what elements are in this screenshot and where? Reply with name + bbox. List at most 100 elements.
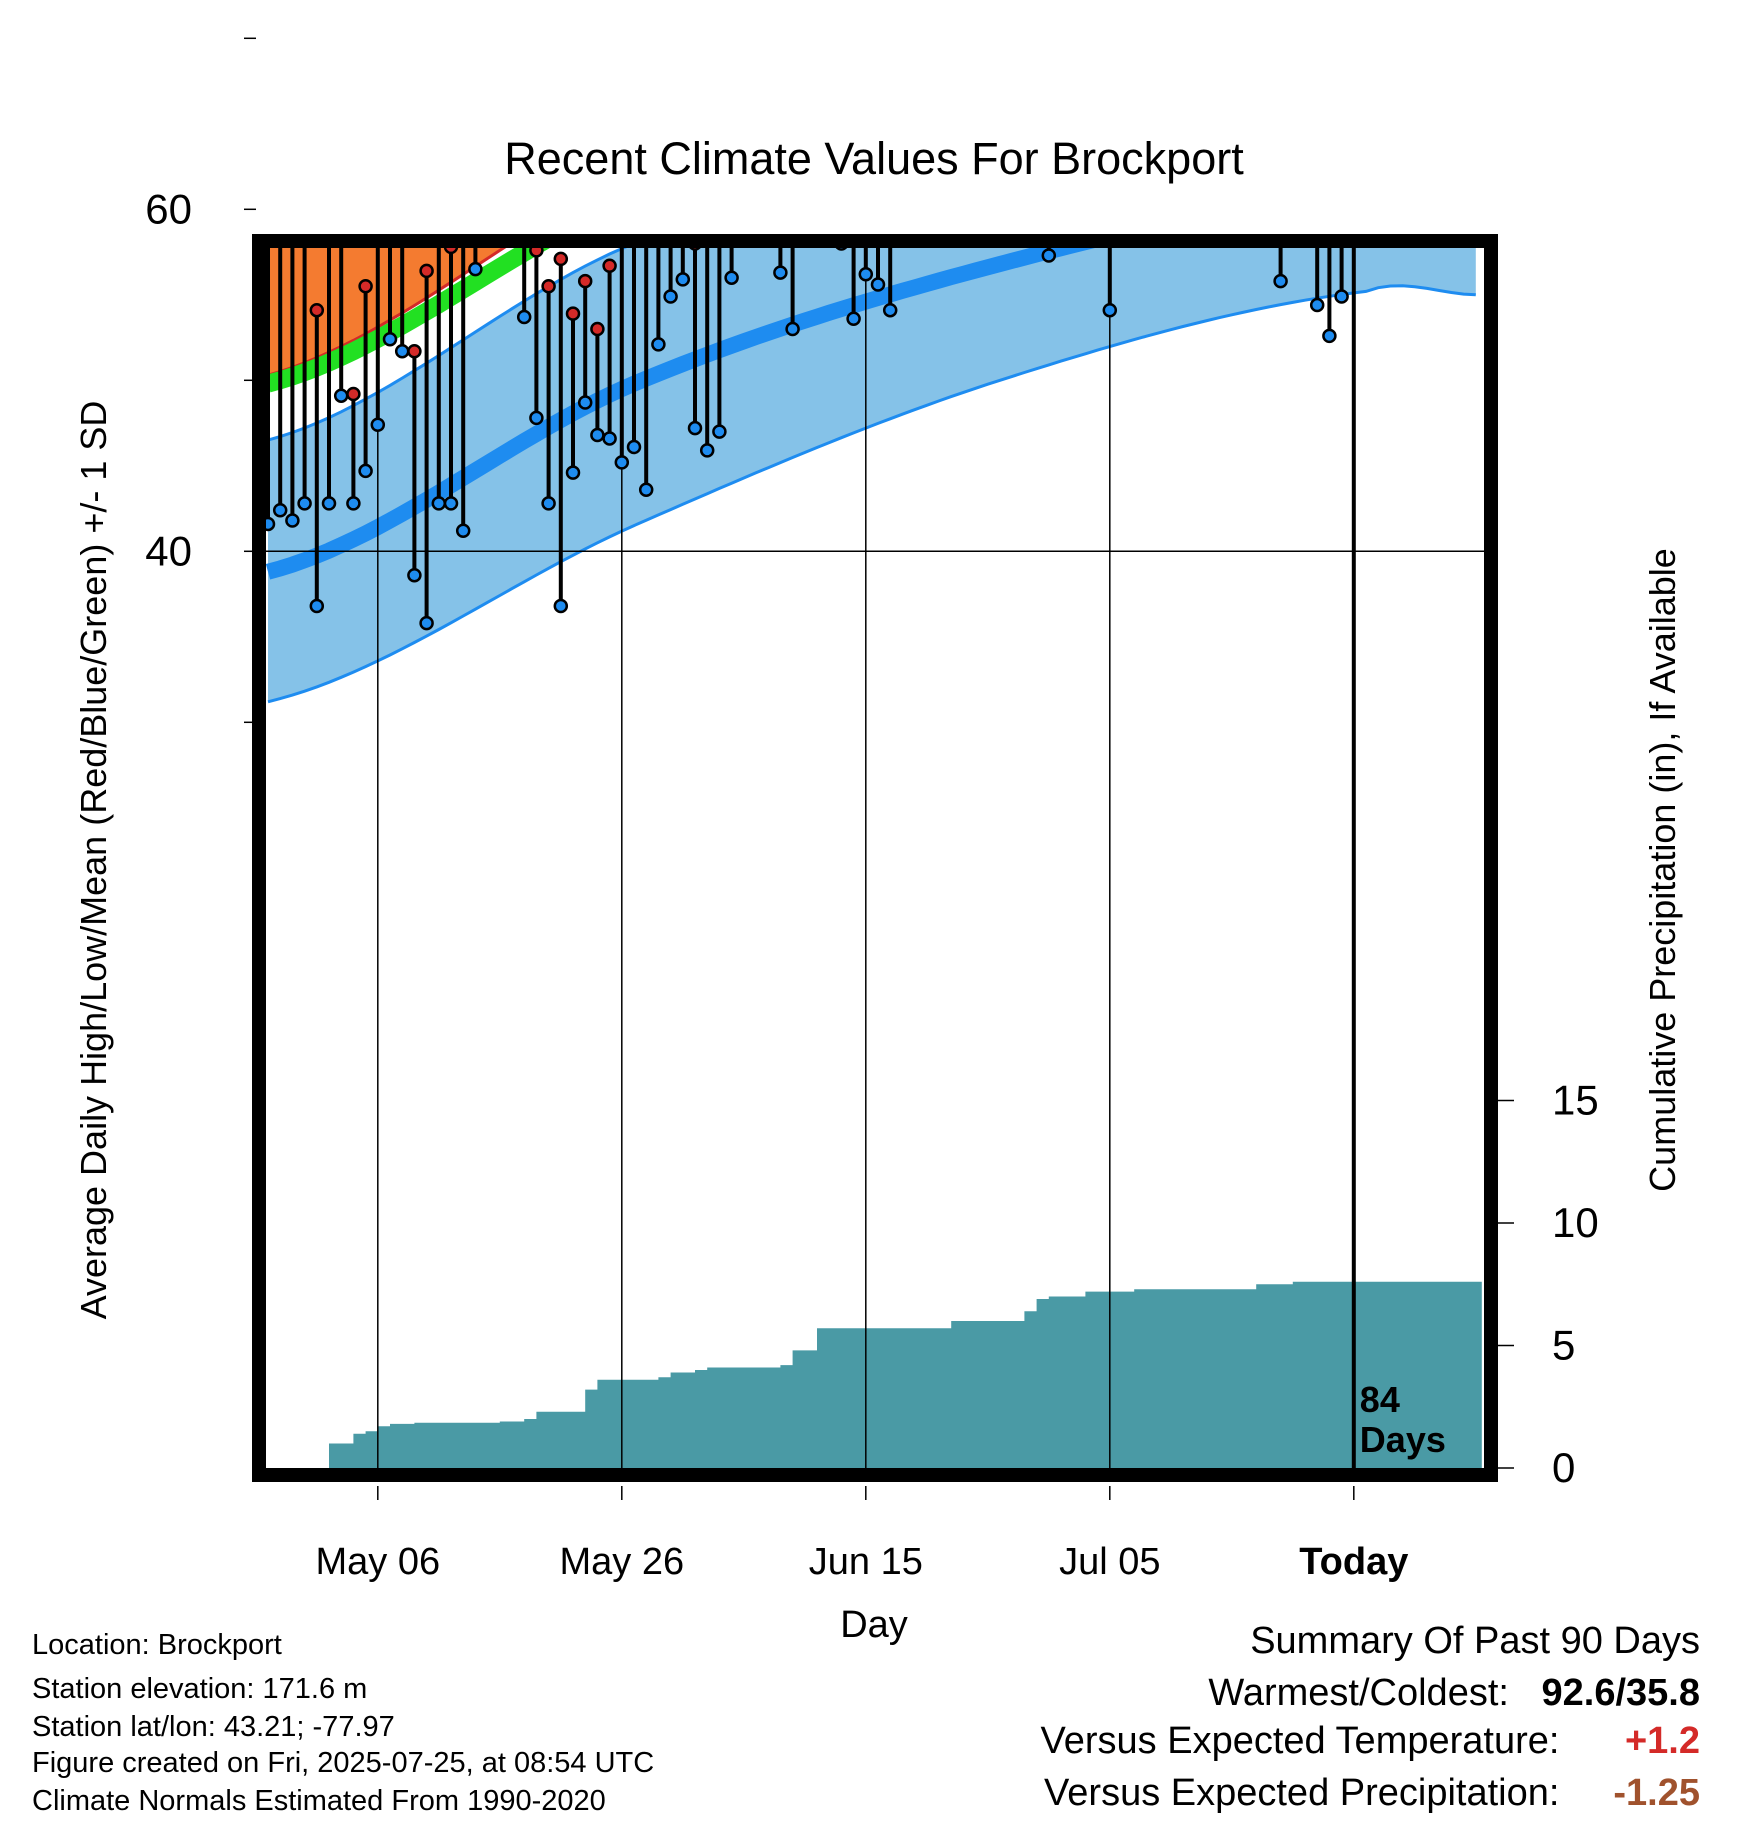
warmest-coldest-label: Warmest/Coldest: (1208, 1672, 1509, 1714)
daily-low-point (1348, 96, 1360, 108)
daily-low-point (394, 343, 410, 359)
daily-high-point (787, 19, 799, 31)
daily-high-point (762, 43, 774, 55)
daily-low-point (370, 417, 386, 433)
daily-low-point (407, 567, 422, 583)
low-sd-band-upper-edge (267, 248, 628, 442)
daily-low-point (651, 337, 666, 352)
daily-low-point (506, 196, 518, 208)
y-right-tick-label: 5 (1552, 1322, 1575, 1369)
low-normal-line (266, 248, 1095, 580)
y-right-tick-label: 15 (1552, 1077, 1599, 1124)
daily-high-point (358, 279, 373, 294)
temp-departure-label: Versus Expected Temperature: (1040, 1720, 1560, 1762)
daily-high-point (628, 56, 640, 68)
daily-high-point (274, 174, 286, 186)
daily-high-point (577, 273, 593, 289)
daily-low-point (494, 184, 506, 196)
high-sd-band-upper-edge (268, 0, 1476, 21)
daily-high-point (309, 302, 325, 318)
daily-high-point (384, 102, 396, 114)
precip-departure-row: Versus Expected Precipitation: -1.25 (1044, 1772, 1700, 1815)
y-left-tick-label: 60 (145, 185, 192, 232)
daily-low-point (712, 424, 727, 439)
daily-high-point (529, 248, 544, 258)
daily-high-point (419, 263, 434, 279)
daily-low-point (1041, 248, 1057, 263)
daily-low-point (346, 496, 361, 511)
daily-low-point (750, 188, 762, 200)
y-axis-right-label: Cumulative Precipitation (in), If Availa… (1642, 548, 1683, 1192)
today-days-label: Days (1360, 1419, 1446, 1460)
y-axis-left-label: Average Daily High/Low/Mean (Red/Blue/Gr… (73, 401, 114, 1320)
daily-low-point (1201, 10, 1213, 22)
daily-low-point (1250, 73, 1262, 85)
x-tick-label: Jun 15 (809, 1541, 923, 1583)
daily-low-point (553, 598, 569, 614)
daily-low-point (846, 311, 861, 326)
daily-high-point (335, 41, 347, 53)
daily-low-point (443, 496, 459, 511)
chart-title: Recent Climate Values For Brockport (504, 133, 1244, 184)
daily-high-point (590, 321, 605, 337)
daily-low-point (1299, 87, 1311, 99)
daily-high-point (346, 386, 361, 402)
daily-low-point (699, 443, 715, 458)
created-text: Figure created on Fri, 2025-07-25, at 08… (32, 1747, 655, 1779)
daily-high-point (407, 343, 422, 359)
daily-high-point (860, 78, 872, 90)
daily-high-point (541, 279, 556, 294)
daily-low-point (333, 388, 349, 403)
daily-low-point (297, 496, 312, 511)
mean-normal-line (266, 248, 550, 393)
daily-low-point (431, 496, 447, 511)
daily-low-point (1262, 143, 1274, 155)
daily-low-point (687, 420, 703, 436)
daily-low-point (1189, 53, 1201, 65)
location-text: Location: Brockport (32, 1629, 282, 1661)
daily-low-point (1140, 60, 1152, 72)
daily-low-point (565, 465, 581, 480)
daily-low-point (590, 427, 605, 443)
daily-low-point (858, 267, 874, 282)
daily-high-point (262, 202, 274, 214)
daily-low-point (882, 302, 898, 318)
daily-low-point (1214, 0, 1226, 5)
x-tick-label: May 26 (559, 1541, 684, 1583)
x-tick-label: Jul 05 (1059, 1541, 1160, 1583)
daily-high-point (482, 32, 494, 44)
daily-high-point (323, 85, 335, 97)
x-tick-label: Today (1299, 1541, 1408, 1583)
today-days-label: 84 (1360, 1379, 1400, 1420)
daily-high-point (443, 248, 459, 255)
daily-low-point (921, 198, 933, 210)
x-axis-label: Day (840, 1604, 908, 1646)
x-tick-label: May 06 (315, 1541, 440, 1583)
daily-low-point (1177, 92, 1189, 104)
daily-low-point (516, 309, 532, 325)
daily-low-point (1153, 99, 1165, 111)
temp-departure-value: +1.2 (1624, 1720, 1700, 1762)
daily-high-point (689, 248, 701, 251)
daily-high-point (602, 258, 617, 273)
daily-low-point (994, 13, 1006, 25)
daily-low-point (468, 261, 483, 277)
daily-low-point (1067, 80, 1079, 92)
daily-low-point (1273, 273, 1288, 289)
daily-low-point (266, 516, 276, 532)
latlon-text: Station lat/lon: 43.21; -77.97 (32, 1711, 395, 1743)
daily-low-point (602, 431, 617, 446)
temp-departure-row: Versus Expected Temperature: +1.2 (1041, 1720, 1700, 1763)
daily-high-point (1311, 19, 1323, 31)
daily-low-point (835, 248, 848, 251)
daily-high-point (848, 116, 860, 128)
warmest-coldest-value: 92.6/35.8 (1541, 1672, 1700, 1714)
daily-low-point (1334, 289, 1349, 304)
daily-high-point (652, 97, 664, 109)
daily-low-point (724, 270, 739, 285)
daily-low-point (577, 395, 593, 410)
y-right-tick-label: 10 (1552, 1199, 1599, 1246)
daily-low-point (455, 523, 471, 539)
daily-low-point (1006, 220, 1018, 232)
